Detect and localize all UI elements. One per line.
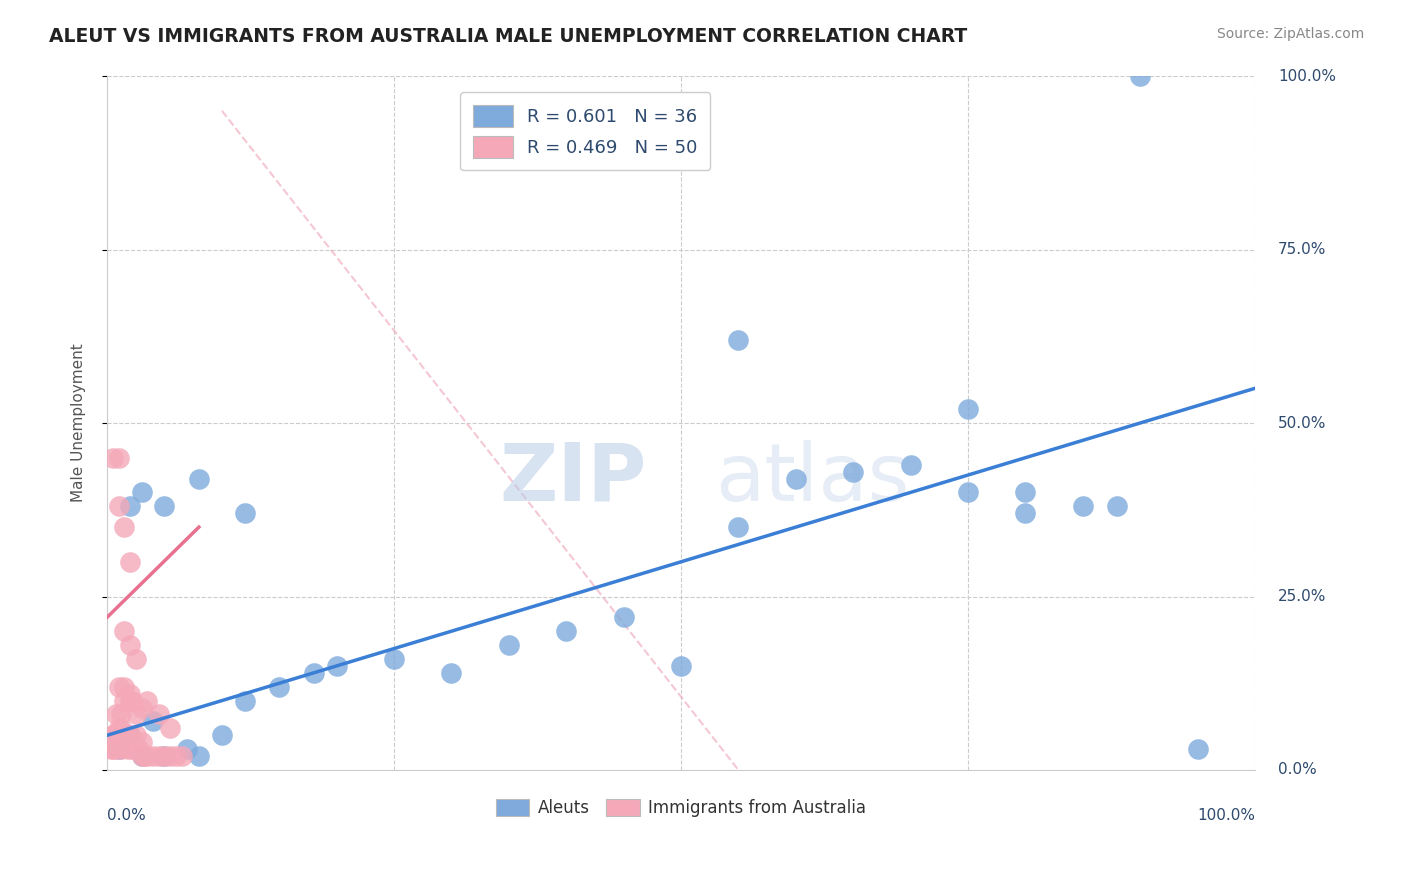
Point (1014, 506, 1036, 520)
Point (142, 714, 165, 729)
Point (118, 693, 141, 707)
Point (112, 728, 135, 742)
Point (233, 506, 256, 520)
Point (233, 693, 256, 707)
Point (112, 693, 135, 707)
Point (1107, 500, 1129, 514)
Point (1071, 500, 1094, 514)
Point (1187, 742, 1209, 756)
Point (107, 722, 129, 736)
Point (176, 742, 198, 756)
Text: atlas: atlas (716, 440, 910, 517)
Point (131, 735, 153, 749)
Point (153, 500, 176, 514)
Point (269, 680, 291, 694)
Point (118, 687, 141, 701)
Point (187, 749, 209, 764)
Point (103, 728, 125, 742)
Point (107, 735, 129, 749)
Point (105, 707, 128, 722)
Point (131, 485, 153, 500)
Text: 75.0%: 75.0% (1278, 242, 1326, 257)
Point (170, 749, 193, 764)
Point (118, 638, 141, 652)
Text: ALEUT VS IMMIGRANTS FROM AUSTRALIA MALE UNEMPLOYMENT CORRELATION CHART: ALEUT VS IMMIGRANTS FROM AUSTRALIA MALE … (49, 27, 967, 45)
Point (785, 471, 807, 485)
Point (121, 693, 143, 707)
Point (498, 638, 520, 652)
Point (101, 450, 124, 465)
Point (112, 680, 135, 694)
Point (105, 742, 128, 756)
Text: Source: ZipAtlas.com: Source: ZipAtlas.com (1216, 27, 1364, 41)
Point (125, 742, 148, 756)
Point (118, 728, 141, 742)
Point (187, 471, 209, 485)
Point (131, 749, 153, 764)
Point (118, 555, 141, 569)
Point (121, 742, 143, 756)
Point (956, 485, 979, 500)
Y-axis label: Male Unemployment: Male Unemployment (72, 343, 86, 502)
Point (118, 735, 141, 749)
Point (112, 735, 135, 749)
Point (107, 500, 129, 514)
Point (159, 749, 181, 764)
Point (727, 333, 749, 347)
Point (125, 728, 148, 742)
Point (555, 624, 578, 639)
Point (107, 742, 129, 756)
Point (613, 610, 636, 624)
Point (1014, 485, 1036, 500)
Text: 25.0%: 25.0% (1278, 589, 1326, 604)
Point (136, 693, 159, 707)
Point (842, 465, 865, 479)
Text: 50.0%: 50.0% (1278, 416, 1326, 431)
Point (440, 665, 463, 680)
Point (132, 749, 155, 764)
Point (1129, 69, 1152, 83)
Point (117, 742, 139, 756)
Point (153, 749, 176, 764)
Point (142, 749, 165, 764)
Point (118, 728, 141, 742)
Text: 0.0%: 0.0% (1278, 763, 1316, 778)
Point (112, 520, 135, 534)
Point (112, 624, 135, 639)
Point (125, 707, 148, 722)
Point (128, 742, 150, 756)
Point (165, 749, 187, 764)
Point (101, 742, 124, 756)
Text: ZIP: ZIP (499, 440, 647, 517)
Point (125, 652, 148, 666)
Point (107, 680, 129, 694)
Point (159, 722, 181, 736)
Point (107, 450, 129, 465)
Point (148, 749, 170, 764)
Text: 100.0%: 100.0% (1197, 808, 1256, 823)
Point (325, 659, 347, 673)
Point (382, 652, 405, 666)
Point (900, 458, 922, 472)
Point (136, 749, 159, 764)
Point (131, 700, 153, 714)
Legend: Aleuts, Immigrants from Australia: Aleuts, Immigrants from Australia (489, 793, 873, 824)
Point (100, 742, 122, 756)
Point (211, 728, 233, 742)
Point (153, 749, 176, 764)
Point (110, 742, 132, 756)
Point (118, 500, 141, 514)
Point (100, 728, 122, 742)
Point (956, 402, 979, 417)
Point (131, 749, 153, 764)
Point (302, 665, 325, 680)
Point (669, 659, 692, 673)
Point (110, 722, 132, 736)
Point (105, 728, 128, 742)
Text: 100.0%: 100.0% (1278, 69, 1336, 84)
Point (110, 707, 132, 722)
Point (148, 707, 170, 722)
Point (727, 520, 749, 534)
Text: 0.0%: 0.0% (107, 808, 146, 823)
